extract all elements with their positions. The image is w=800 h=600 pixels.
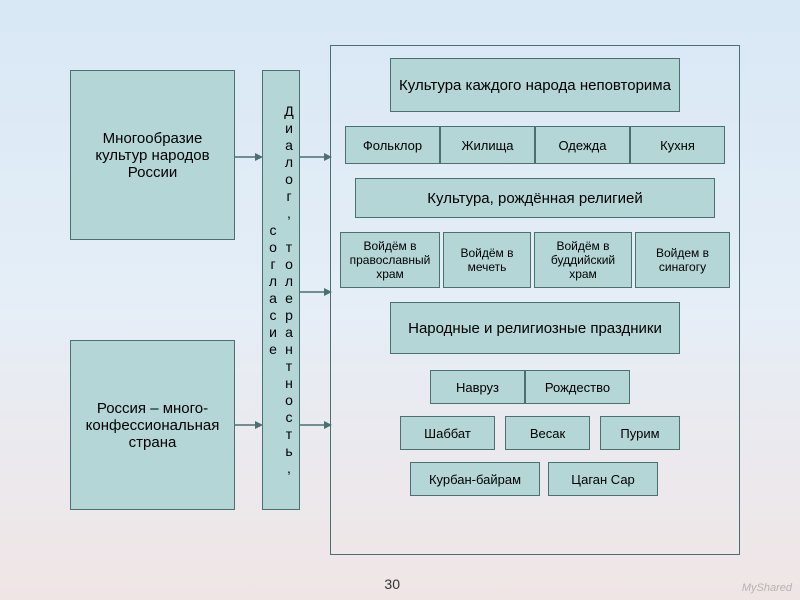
navruz-box: Навруз xyxy=(430,370,525,404)
dwellings-box: Жилища xyxy=(440,126,535,164)
christmas-box: Рождество xyxy=(525,370,630,404)
culture-unique-text: Культура каждого народа неповторима xyxy=(399,77,671,94)
orthodox-text: Войдём в православный храм xyxy=(345,239,435,281)
buddhist-text: Войдём в буддийский храм xyxy=(539,239,627,281)
arrow-top xyxy=(235,150,263,164)
tsagan-text: Цаган Сар xyxy=(571,472,635,487)
arrow-r2 xyxy=(300,285,332,299)
mosque-box: Войдём в мечеть xyxy=(443,232,531,288)
mosque-text: Войдём в мечеть xyxy=(448,246,526,274)
holidays-text: Народные и религиозные праздники xyxy=(408,320,662,337)
vesak-box: Весак xyxy=(505,416,590,450)
orthodox-box: Войдём в православный храм xyxy=(340,232,440,288)
left-box-multiconfessional: Россия – много-конфессиональная страна xyxy=(70,340,235,510)
synagogue-box: Войдем в синагогу xyxy=(635,232,730,288)
tsagan-box: Цаган Сар xyxy=(548,462,658,496)
arrow-r1 xyxy=(300,150,332,164)
vesak-text: Весак xyxy=(530,426,565,441)
navruz-text: Навруз xyxy=(456,380,499,395)
left-box-diversity-text: Многообразие культур народов России xyxy=(75,130,230,181)
purim-text: Пурим xyxy=(620,426,659,441)
culture-unique-box: Культура каждого народа неповторима xyxy=(390,58,680,112)
cuisine-text: Кухня xyxy=(660,138,695,153)
folklore-box: Фольклор xyxy=(345,126,440,164)
culture-religion-text: Культура, рождённая религией xyxy=(427,190,642,207)
purim-box: Пурим xyxy=(600,416,680,450)
arrow-bottom xyxy=(235,418,263,432)
christmas-text: Рождество xyxy=(545,380,610,395)
shabbat-text: Шаббат xyxy=(424,426,471,441)
synagogue-text: Войдем в синагогу xyxy=(640,246,725,274)
left-box-diversity: Многообразие культур народов России xyxy=(70,70,235,240)
culture-religion-box: Культура, рождённая религией xyxy=(355,178,715,218)
arrow-r3 xyxy=(300,418,332,432)
folklore-text: Фольклор xyxy=(363,138,422,153)
cuisine-box: Кухня xyxy=(630,126,725,164)
buddhist-box: Войдём в буддийский храм xyxy=(534,232,632,288)
clothing-box: Одежда xyxy=(535,126,630,164)
dwellings-text: Жилища xyxy=(461,138,513,153)
clothing-text: Одежда xyxy=(558,138,606,153)
kurban-text: Курбан-байрам xyxy=(429,472,521,487)
shabbat-box: Шаббат xyxy=(400,416,495,450)
middle-vertical-box: Диалог, толерантность, согласие xyxy=(262,70,300,510)
middle-vertical-text: Диалог, толерантность, согласие xyxy=(265,75,297,505)
page-number: 30 xyxy=(384,576,400,592)
kurban-box: Курбан-байрам xyxy=(410,462,540,496)
left-box-multiconfessional-text: Россия – много-конфессиональная страна xyxy=(75,400,230,451)
watermark: MyShared xyxy=(742,582,792,594)
holidays-box: Народные и религиозные праздники xyxy=(390,302,680,354)
